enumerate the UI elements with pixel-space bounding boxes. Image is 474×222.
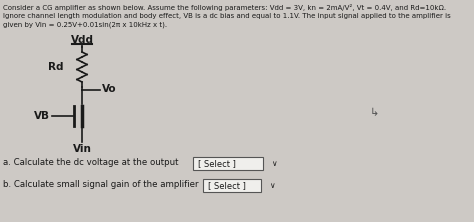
Text: Vin: Vin	[73, 144, 91, 154]
Text: Vdd: Vdd	[71, 35, 93, 45]
Text: given by Vin = 0.25V+0.01sin(2π x 10kHz x t).: given by Vin = 0.25V+0.01sin(2π x 10kHz …	[3, 22, 167, 28]
Bar	[193, 157, 263, 170]
Text: b. Calculate small signal gain of the amplifier: b. Calculate small signal gain of the am…	[3, 180, 199, 189]
Text: ↳: ↳	[370, 108, 379, 118]
Text: Consider a CG amplifier as shown below. Assume the following parameters: Vdd = 3: Consider a CG amplifier as shown below. …	[3, 4, 446, 11]
Text: VB: VB	[34, 111, 50, 121]
Text: Rd: Rd	[48, 62, 64, 72]
Text: a. Calculate the dc voltage at the output: a. Calculate the dc voltage at the outpu…	[3, 158, 179, 167]
Text: [ Select ]: [ Select ]	[208, 181, 246, 190]
Text: [ Select ]: [ Select ]	[198, 159, 236, 168]
Text: ∨: ∨	[271, 159, 277, 168]
Text: Vo: Vo	[102, 84, 117, 94]
Text: Ignore channel length modulation and body effect, VB is a dc bias and equal to 1: Ignore channel length modulation and bod…	[3, 13, 451, 19]
Bar	[203, 179, 261, 192]
Text: ∨: ∨	[269, 181, 274, 190]
